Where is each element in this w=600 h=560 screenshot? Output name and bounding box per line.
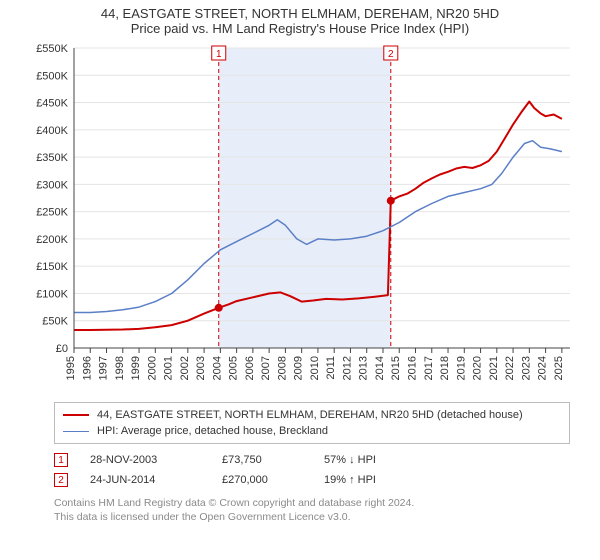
svg-text:2010: 2010 [309,356,321,380]
chart-svg: £0 £50K £100K £150K £200K £250K £300K £350K £400… [20,38,580,398]
svg-text:£450K: £450K [36,98,68,110]
svg-text:2022: 2022 [504,356,516,380]
svg-text:£150K: £150K [36,261,68,273]
legend: 44, EASTGATE STREET, NORTH ELMHAM, DEREH… [54,402,570,444]
title-address: 44, EASTGATE STREET, NORTH ELMHAM, DEREH… [0,6,600,21]
legend-label-property: 44, EASTGATE STREET, NORTH ELMHAM, DEREH… [97,409,523,421]
svg-text:2004: 2004 [211,356,223,380]
svg-text:2011: 2011 [325,356,337,380]
svg-text:1999: 1999 [130,356,142,380]
sale-delta-1: 57% ↓ HPI [324,454,404,466]
price-chart: £0 £50K £100K £150K £200K £250K £300K £350K £400… [20,38,580,398]
sales-list: 1 28-NOV-2003 £73,750 57% ↓ HPI 2 24-JUN… [54,450,570,490]
svg-text:£350K: £350K [36,152,68,164]
svg-text:2003: 2003 [195,356,207,380]
svg-text:1996: 1996 [81,356,93,380]
legend-row-property: 44, EASTGATE STREET, NORTH ELMHAM, DEREH… [63,407,561,423]
svg-text:2007: 2007 [260,356,272,380]
svg-text:2017: 2017 [423,356,435,380]
svg-text:1: 1 [216,49,222,60]
svg-text:2009: 2009 [293,356,305,380]
svg-text:1998: 1998 [114,356,126,380]
svg-text:£400K: £400K [36,125,68,137]
svg-text:£250K: £250K [36,207,68,219]
svg-text:2008: 2008 [276,356,288,380]
svg-text:£500K: £500K [36,70,68,82]
footer: Contains HM Land Registry data © Crown c… [54,496,570,524]
sale-badge-2: 2 [54,473,68,487]
svg-text:2016: 2016 [407,356,419,380]
sale-badge-1: 1 [54,453,68,467]
svg-text:2020: 2020 [472,356,484,380]
legend-label-hpi: HPI: Average price, detached house, Brec… [97,425,328,437]
svg-text:2018: 2018 [439,356,451,380]
svg-text:2023: 2023 [520,356,532,380]
svg-text:2014: 2014 [374,356,386,380]
footer-line1: Contains HM Land Registry data © Crown c… [54,496,570,510]
svg-text:2024: 2024 [537,356,549,380]
footer-line2: This data is licensed under the Open Gov… [54,510,570,524]
legend-swatch-hpi [63,431,89,432]
sale-delta-2: 19% ↑ HPI [324,474,404,486]
svg-text:£100K: £100K [36,288,68,300]
svg-text:2: 2 [388,49,394,60]
chart-titles: 44, EASTGATE STREET, NORTH ELMHAM, DEREH… [0,0,600,36]
svg-text:2021: 2021 [488,356,500,380]
sale-date-1: 28-NOV-2003 [90,454,200,466]
sale-price-1: £73,750 [222,454,302,466]
svg-text:2001: 2001 [163,356,175,380]
svg-text:£550K: £550K [36,43,68,55]
sale-row-1: 1 28-NOV-2003 £73,750 57% ↓ HPI [54,450,570,470]
svg-text:1995: 1995 [65,356,77,380]
svg-text:£50K: £50K [42,316,68,328]
svg-text:2005: 2005 [228,356,240,380]
legend-row-hpi: HPI: Average price, detached house, Brec… [63,423,561,439]
svg-text:1997: 1997 [98,356,110,380]
sale-row-2: 2 24-JUN-2014 £270,000 19% ↑ HPI [54,470,570,490]
svg-text:2006: 2006 [244,356,256,380]
svg-text:£200K: £200K [36,234,68,246]
legend-swatch-property [63,414,89,416]
svg-text:2015: 2015 [390,356,402,380]
sale-date-2: 24-JUN-2014 [90,474,200,486]
svg-text:£0: £0 [56,343,68,355]
svg-text:2002: 2002 [179,356,191,380]
sale-price-2: £270,000 [222,474,302,486]
svg-text:2000: 2000 [146,356,158,380]
svg-text:2019: 2019 [455,356,467,380]
svg-text:£300K: £300K [36,179,68,191]
title-subtitle: Price paid vs. HM Land Registry's House … [0,21,600,36]
svg-text:2012: 2012 [341,356,353,380]
svg-text:2013: 2013 [358,356,370,380]
svg-text:2025: 2025 [553,356,565,380]
